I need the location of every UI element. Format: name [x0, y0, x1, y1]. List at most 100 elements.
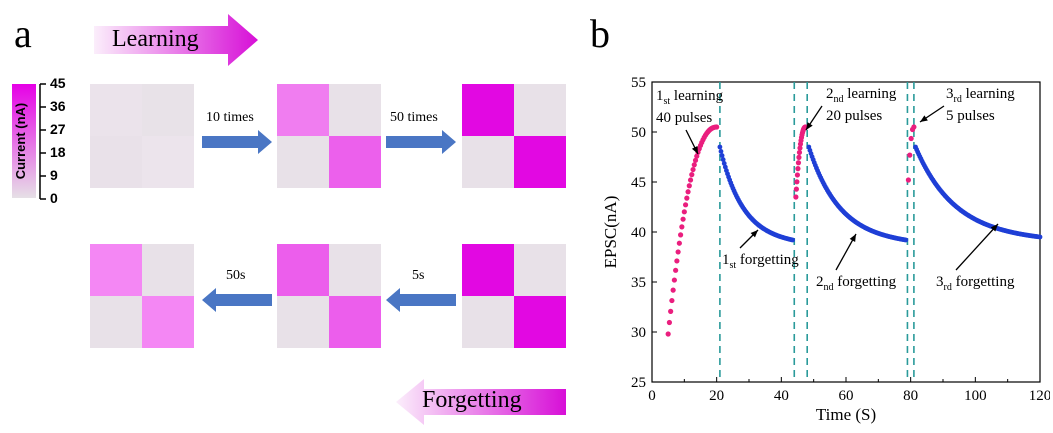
weight-grid-bottom-2	[277, 244, 381, 348]
weight-cell	[142, 296, 194, 348]
epsc-chart: 0 20 40 60 80 100 120 25 30 35 40 45 50 55 Time (S) EPS…	[600, 60, 1051, 428]
weight-cell	[90, 84, 142, 136]
learning-2-label: 2nd learning	[826, 86, 897, 105]
learning-point	[692, 157, 699, 163]
forgetting-point	[717, 144, 723, 150]
left-arrow-icon	[386, 288, 456, 312]
x-tick-label: 100	[964, 388, 987, 404]
weight-cell	[277, 84, 329, 136]
weight-cell	[462, 244, 514, 296]
learning-point	[797, 145, 803, 151]
weight-cell	[329, 296, 381, 348]
forgetting-banner: Forgetting	[396, 379, 566, 425]
colorbar-tick: 18	[50, 144, 66, 160]
weight-grid-top-3	[462, 84, 566, 188]
colorbar-gradient	[12, 84, 36, 198]
learning-point	[681, 209, 687, 215]
weight-cell	[329, 84, 381, 136]
learning-point	[794, 172, 801, 178]
colorbar: Current (nA) 45 36 27 18 9 0	[8, 75, 88, 206]
learning-point	[682, 202, 689, 208]
annotation-arrow-head	[920, 115, 928, 122]
learning-label: Learning	[112, 26, 199, 52]
annotation-arrow-line	[955, 223, 999, 271]
learning-point	[687, 177, 694, 183]
learning-point	[666, 319, 673, 326]
learning-point	[676, 240, 682, 246]
learning-point	[793, 186, 799, 192]
learning-point	[796, 154, 802, 160]
arrow-label-bottom-1: 50s	[226, 268, 246, 283]
forgetting-point	[718, 148, 724, 154]
colorbar-axis	[39, 83, 46, 200]
forgetting-arrow-icon	[396, 379, 566, 425]
weight-cell	[142, 136, 194, 188]
x-tick-label: 40	[774, 388, 789, 404]
learning-point	[673, 267, 679, 273]
x-tick-label: 120	[1029, 388, 1050, 404]
colorbar-tick: 36	[50, 98, 66, 114]
learning-point	[793, 194, 799, 200]
right-arrow-icon	[202, 130, 272, 154]
learning-3-pulses: 5 pulses	[946, 108, 995, 124]
learning-point	[679, 224, 685, 230]
learning-point	[669, 297, 675, 304]
learning-point	[674, 258, 680, 264]
y-tick-label: 55	[631, 75, 646, 91]
epsc-chart-svg: 0 20 40 60 80 100 120 25 30 35 40 45 50 55 Time (S) EPS…	[601, 75, 1051, 424]
weight-cell	[462, 296, 514, 348]
weight-cell	[329, 136, 381, 188]
annotation-arrow-head	[806, 122, 813, 130]
y-tick-label: 25	[631, 375, 646, 391]
arrow-label-bottom-2: 5s	[412, 268, 425, 283]
learning-point	[665, 331, 671, 337]
arrow-label-top-2: 50 times	[390, 110, 438, 125]
learning-banner: Learning	[94, 14, 258, 66]
learning-point	[908, 135, 914, 142]
weight-cell	[514, 84, 566, 136]
annotation-arrow-head	[849, 234, 856, 242]
weight-cell	[90, 136, 142, 188]
learning-point	[678, 232, 684, 238]
learning-point	[684, 195, 690, 201]
y-axis-label: EPSC(nA)	[601, 196, 620, 269]
right-arrow-icon	[386, 130, 456, 154]
learning-point	[795, 166, 801, 172]
learning-point	[685, 189, 691, 195]
learning-point	[686, 183, 692, 189]
weight-cell	[142, 244, 194, 296]
weight-cell	[90, 296, 142, 348]
panel-a-label: a	[14, 11, 32, 56]
weight-grid-top-2	[277, 84, 381, 188]
weight-cell	[514, 244, 566, 296]
colorbar-title: Current (nA)	[13, 102, 28, 180]
x-tick-label: 80	[903, 388, 918, 404]
forgetting-2-label: 2nd forgetting	[816, 274, 897, 293]
forgetting-3-label: 3rd forgetting	[936, 274, 1015, 293]
y-tick-label: 45	[631, 175, 646, 191]
left-arrow-icon	[202, 288, 272, 312]
weight-cell	[462, 84, 514, 136]
annotation-arrow-head	[691, 146, 698, 154]
colorbar-tick: 0	[50, 190, 58, 206]
learning-point	[795, 160, 802, 166]
x-axis-label: Time (S)	[816, 405, 876, 424]
colorbar-tick: 45	[50, 75, 66, 91]
arrow-label-top-1: 10 times	[206, 110, 254, 125]
learning-point	[690, 166, 696, 173]
forgetting-1-label: 1st forgetting	[722, 252, 799, 271]
y-tick-label: 30	[631, 325, 646, 341]
learning-2-pulses: 20 pulses	[826, 108, 882, 124]
forgetting-point	[903, 237, 909, 243]
weight-cell	[514, 136, 566, 188]
learning-arrow-icon	[94, 14, 258, 66]
learning-point	[689, 172, 695, 178]
colorbar-tick: 27	[50, 121, 66, 137]
panel-b-label: b	[590, 11, 610, 56]
learning-point	[680, 216, 686, 222]
learning-point	[671, 277, 677, 283]
weight-cell	[142, 84, 194, 136]
learning-point	[675, 249, 681, 255]
learning-1-pulses: 40 pulses	[656, 110, 712, 126]
weight-cell	[277, 244, 329, 296]
